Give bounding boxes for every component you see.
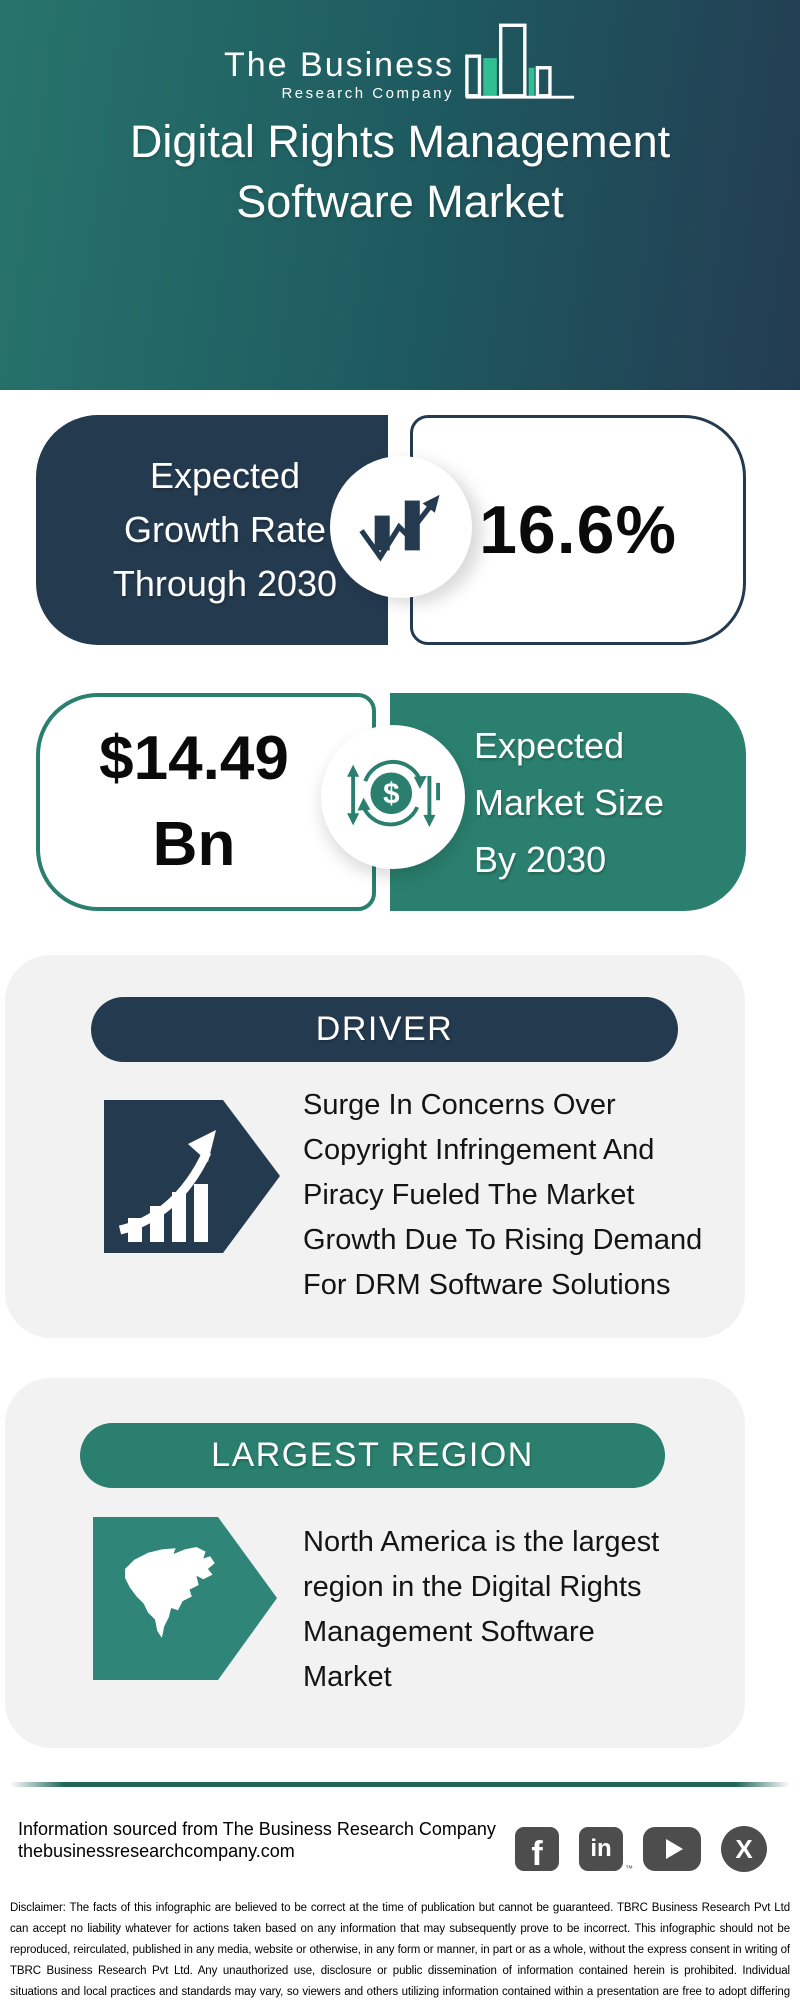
- driver-text-line3: Piracy Fueled The Market: [303, 1179, 635, 1211]
- driver-text-line1: Surge In Concerns Over: [303, 1089, 616, 1121]
- market-size-value-pill: $14.49 Bn: [36, 693, 376, 911]
- social-links: f in ™ X: [515, 1826, 767, 1873]
- driver-heading: DRIVER: [315, 1010, 454, 1048]
- money-exchange-icon-circle: $: [321, 725, 465, 869]
- growth-label-line2: Growth Rate: [123, 509, 327, 550]
- driver-heading-pill: DRIVER: [91, 997, 678, 1062]
- logo-line1: The Business: [224, 46, 454, 84]
- company-website-link[interactable]: thebusinessresearchcompany.com: [18, 1841, 295, 1861]
- largest-region-card: LARGEST REGION North America is the larg…: [5, 1378, 745, 1748]
- market-size-value-line2: Bn: [152, 810, 236, 879]
- page-title: Digital Rights Management Software Marke…: [0, 112, 800, 232]
- growth-chart-icon-circle: [330, 456, 472, 598]
- driver-text-line2: Copyright Infringement And: [303, 1134, 655, 1166]
- size-label-line3: By 2030: [474, 838, 607, 880]
- linkedin-icon[interactable]: in ™: [579, 1827, 633, 1873]
- driver-card: DRIVER Surge In Concerns Over Copyright …: [5, 955, 745, 1338]
- disclaimer-text: Disclaimer: The facts of this infographi…: [10, 1902, 790, 1998]
- company-logo: The Business Research Company: [0, 22, 800, 105]
- north-america-map-icon: [93, 1517, 277, 1685]
- growth-label-line3: Through 2030: [112, 563, 338, 604]
- driver-text: Surge In Concerns Over Copyright Infring…: [303, 1083, 735, 1308]
- size-label-line1: Expected: [474, 724, 625, 766]
- growth-rate-label-pill: Expected Growth Rate Through 2030: [36, 415, 388, 645]
- growth-rate-value: 16.6%: [479, 492, 677, 568]
- x-twitter-icon[interactable]: X: [721, 1826, 767, 1872]
- market-size-label: Expected Market Size By 2030: [474, 717, 664, 888]
- driver-text-line4: Growth Due To Rising Demand: [303, 1224, 703, 1256]
- facebook-glyph: f: [531, 1834, 543, 1872]
- driver-text-line5: For DRM Software Solutions: [303, 1269, 671, 1301]
- market-size-value-line1: $14.49: [99, 724, 289, 793]
- source-info: Information sourced from The Business Re…: [18, 1818, 496, 1862]
- largest-region-heading: LARGEST REGION: [211, 1436, 534, 1474]
- size-label-line2: Market Size: [474, 781, 665, 823]
- region-text-line4: Market: [303, 1661, 392, 1693]
- growth-rate-label: Expected Growth Rate Through 2030: [113, 449, 337, 611]
- market-size-label-pill: Expected Market Size By 2030: [390, 693, 746, 911]
- money-exchange-icon: $: [341, 743, 445, 852]
- region-text-line1: North America is the largest: [303, 1526, 660, 1558]
- x-glyph: X: [735, 1833, 753, 1864]
- logo-text: The Business Research Company: [224, 48, 454, 101]
- header-banner: The Business Research Company Digital Ri…: [0, 0, 800, 390]
- growth-chart-icon: [354, 478, 448, 577]
- page-title-line2: Software Market: [236, 176, 564, 227]
- linkedin-trademark: ™: [625, 1864, 633, 1873]
- region-text-line2: region in the Digital Rights: [303, 1571, 642, 1603]
- source-line1: Information sourced from The Business Re…: [18, 1819, 496, 1839]
- facebook-icon[interactable]: f: [515, 1827, 559, 1871]
- logo-line2: Research Company: [281, 85, 454, 102]
- page-title-line1: Digital Rights Management: [129, 116, 671, 167]
- bar-chart-logo-icon: [464, 22, 576, 105]
- growth-label-line1: Expected: [149, 455, 301, 496]
- footer-divider: [10, 1782, 790, 1787]
- region-text-line3: Management Software: [303, 1616, 595, 1648]
- rising-bar-chart-icon: [104, 1100, 280, 1258]
- largest-region-text: North America is the largest region in t…: [303, 1520, 735, 1700]
- linkedin-glyph: in: [590, 1835, 612, 1862]
- play-triangle-icon: [665, 1839, 683, 1859]
- youtube-icon[interactable]: [643, 1827, 701, 1871]
- largest-region-heading-pill: LARGEST REGION: [80, 1423, 665, 1488]
- dollar-glyph: $: [383, 777, 399, 810]
